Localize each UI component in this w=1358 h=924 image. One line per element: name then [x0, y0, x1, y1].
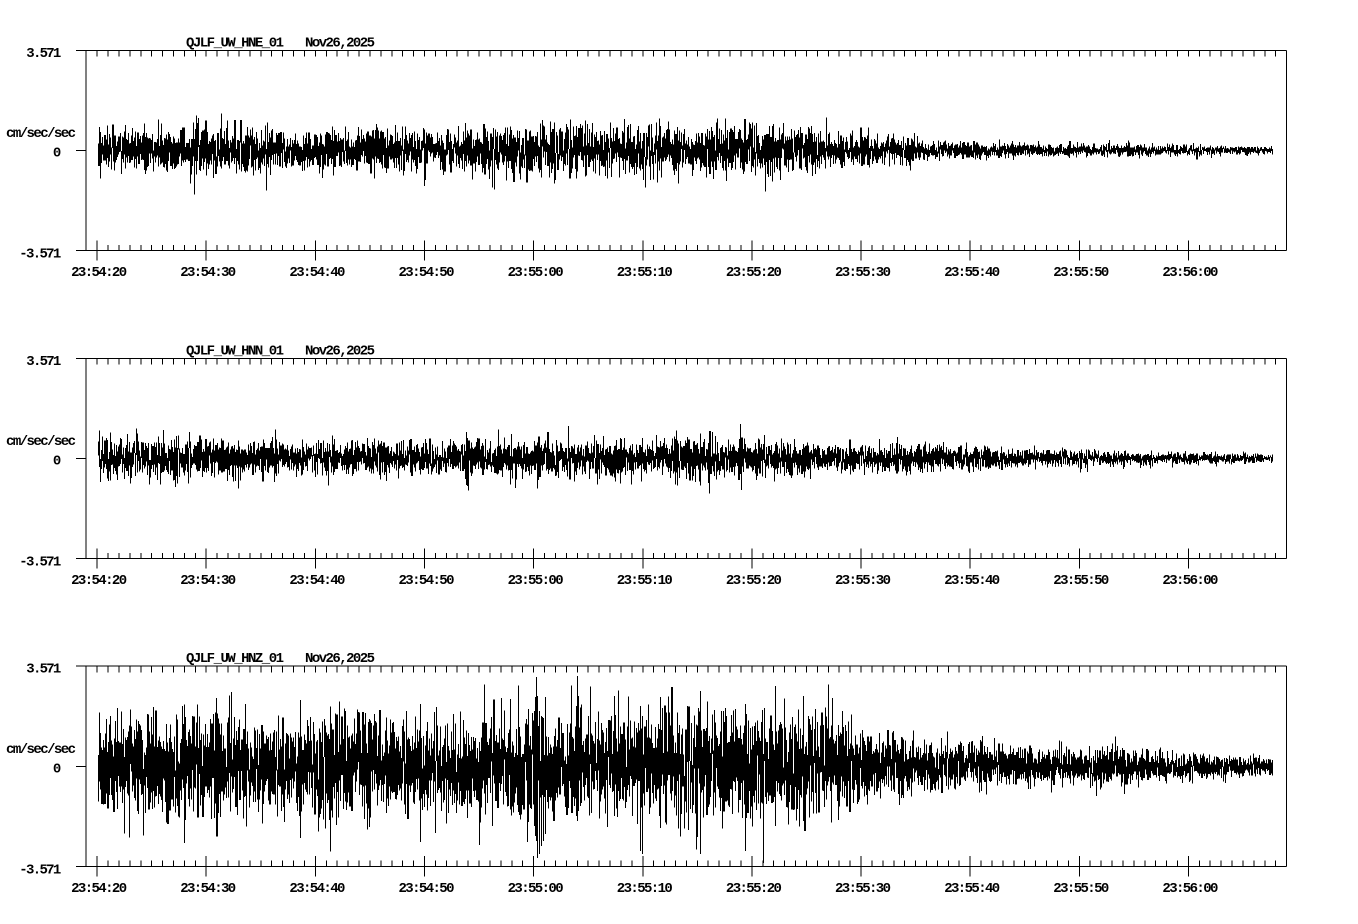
svg-text:23:55:10: 23:55:10 [617, 573, 673, 589]
svg-text:cm/sec/sec: cm/sec/sec [6, 742, 76, 758]
svg-text:23:55:20: 23:55:20 [726, 573, 782, 589]
svg-text:cm/sec/sec: cm/sec/sec [6, 434, 76, 450]
svg-text:-3.571: -3.571 [19, 246, 61, 262]
svg-text:23:55:50: 23:55:50 [1053, 881, 1109, 897]
svg-text:0: 0 [53, 762, 61, 778]
svg-text:23:55:40: 23:55:40 [944, 881, 1000, 897]
svg-text:cm/sec/sec: cm/sec/sec [6, 126, 76, 142]
svg-text:23:55:00: 23:55:00 [508, 573, 564, 589]
svg-text:QJLF_UW_HNZ_01: QJLF_UW_HNZ_01 [186, 651, 284, 667]
svg-text:0: 0 [53, 146, 61, 162]
svg-text:23:56:00: 23:56:00 [1162, 881, 1218, 897]
svg-text:23:55:40: 23:55:40 [944, 573, 1000, 589]
svg-text:-3.571: -3.571 [19, 554, 61, 570]
svg-text:23:54:20: 23:54:20 [71, 573, 127, 589]
svg-text:23:55:50: 23:55:50 [1053, 573, 1109, 589]
svg-text:23:54:20: 23:54:20 [71, 881, 127, 897]
svg-text:23:55:30: 23:55:30 [835, 881, 891, 897]
svg-text:23:54:30: 23:54:30 [180, 265, 236, 281]
svg-text:23:55:30: 23:55:30 [835, 573, 891, 589]
svg-text:23:54:30: 23:54:30 [180, 573, 236, 589]
svg-text:23:56:00: 23:56:00 [1162, 265, 1218, 281]
svg-text:QJLF_UW_HNN_01: QJLF_UW_HNN_01 [186, 343, 284, 359]
svg-text:QJLF_UW_HNE_01: QJLF_UW_HNE_01 [186, 35, 284, 51]
svg-text:23:54:50: 23:54:50 [399, 881, 455, 897]
svg-text:23:54:40: 23:54:40 [289, 573, 345, 589]
svg-text:23:55:20: 23:55:20 [726, 265, 782, 281]
svg-text:Nov26,2025: Nov26,2025 [305, 35, 375, 51]
svg-text:23:55:00: 23:55:00 [508, 265, 564, 281]
svg-text:23:54:30: 23:54:30 [180, 881, 236, 897]
svg-text:23:55:30: 23:55:30 [835, 265, 891, 281]
svg-text:23:55:00: 23:55:00 [508, 881, 564, 897]
svg-text:0: 0 [53, 454, 61, 470]
svg-text:23:56:00: 23:56:00 [1162, 573, 1218, 589]
svg-text:3.571: 3.571 [26, 354, 61, 370]
svg-text:3.571: 3.571 [26, 662, 61, 678]
svg-text:23:54:50: 23:54:50 [399, 573, 455, 589]
svg-text:Nov26,2025: Nov26,2025 [305, 343, 375, 359]
svg-text:23:55:50: 23:55:50 [1053, 265, 1109, 281]
svg-text:23:54:40: 23:54:40 [289, 265, 345, 281]
svg-text:23:55:20: 23:55:20 [726, 881, 782, 897]
svg-text:23:54:20: 23:54:20 [71, 265, 127, 281]
svg-text:3.571: 3.571 [26, 46, 61, 62]
svg-text:23:55:10: 23:55:10 [617, 265, 673, 281]
svg-text:23:55:40: 23:55:40 [944, 265, 1000, 281]
svg-text:23:54:40: 23:54:40 [289, 881, 345, 897]
svg-text:Nov26,2025: Nov26,2025 [305, 651, 375, 667]
svg-text:23:55:10: 23:55:10 [617, 881, 673, 897]
svg-text:-3.571: -3.571 [19, 862, 61, 878]
svg-text:23:54:50: 23:54:50 [399, 265, 455, 281]
